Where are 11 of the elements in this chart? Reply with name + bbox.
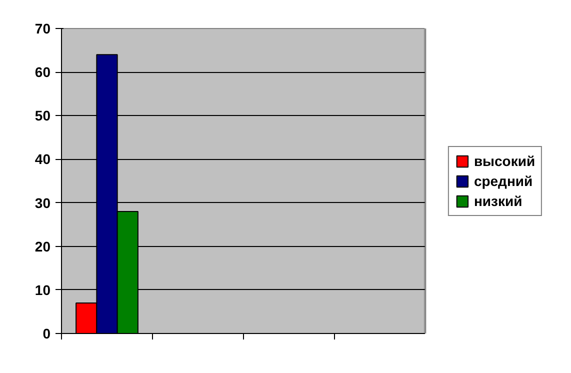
y-tick-label: 10 <box>34 282 51 298</box>
y-tick-label: 50 <box>34 108 51 124</box>
legend-label: низкий <box>474 192 522 208</box>
legend-label: средний <box>474 172 533 188</box>
y-tick-label: 0 <box>42 326 51 342</box>
y-tick-label: 40 <box>34 151 51 168</box>
y-tick-label: 70 <box>34 20 51 36</box>
legend-label: высокий <box>474 152 536 168</box>
y-tick-label: 30 <box>34 194 51 211</box>
y-tick-label: 20 <box>34 238 51 254</box>
y-tick-label: 60 <box>34 64 51 80</box>
